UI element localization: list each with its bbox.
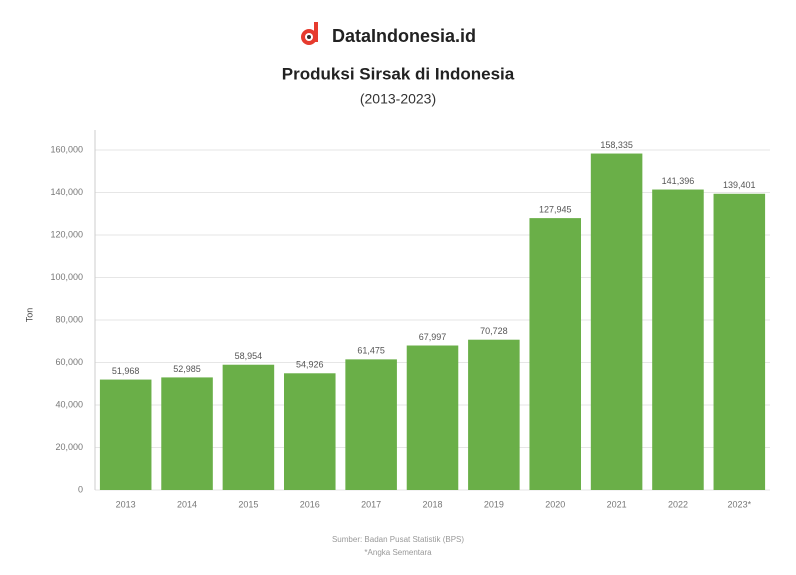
chart-title: Produksi Sirsak di Indonesia (282, 64, 515, 83)
y-tick-label: 60,000 (55, 357, 83, 367)
bar (406, 345, 459, 490)
y-tick-label: 120,000 (50, 229, 83, 239)
value-label: 67,997 (419, 332, 447, 342)
x-tick-label: 2017 (361, 499, 381, 509)
brand: DataIndonesia.id (332, 26, 476, 46)
bar (161, 377, 213, 490)
value-label: 70,728 (480, 326, 508, 336)
bar (468, 339, 520, 490)
brand-logo (301, 22, 318, 45)
x-tick-label: 2020 (545, 499, 565, 509)
y-tick-label: 80,000 (55, 314, 83, 324)
x-tick-label: 2019 (484, 499, 504, 509)
bar (713, 193, 766, 490)
chart-subtitle: (2013-2023) (360, 91, 436, 107)
x-tick-label: 2018 (422, 499, 442, 509)
x-tick-label: 2014 (177, 499, 197, 509)
bar (529, 218, 581, 490)
bar (590, 153, 643, 490)
value-label: 58,954 (235, 351, 263, 361)
y-axis-label: Ton (24, 308, 34, 323)
y-tick-label: 0 (78, 484, 83, 494)
bar (99, 379, 152, 490)
value-label: 61,475 (357, 346, 385, 356)
x-tick-label: 2016 (300, 499, 320, 509)
value-label: 54,926 (296, 360, 324, 370)
bar (222, 364, 275, 490)
x-tick-label: 2013 (116, 499, 136, 509)
bar (345, 359, 397, 490)
x-tick-label: 2021 (607, 499, 627, 509)
x-tick-label: 2022 (668, 499, 688, 509)
note: *Angka Sementara (364, 548, 432, 557)
y-tick-label: 20,000 (55, 442, 83, 452)
value-label: 127,945 (539, 204, 572, 214)
value-label: 52,985 (173, 364, 201, 374)
source: Sumber: Badan Pusat Statistik (BPS) (332, 535, 464, 544)
value-label: 51,968 (112, 366, 140, 376)
y-tick-label: 140,000 (50, 187, 83, 197)
value-label: 158,335 (600, 140, 633, 150)
y-tick-label: 160,000 (50, 144, 83, 154)
value-label: 139,401 (723, 180, 756, 190)
y-tick-label: 40,000 (55, 399, 83, 409)
y-tick-label: 100,000 (50, 272, 83, 282)
bar (652, 189, 704, 490)
bar (284, 373, 336, 490)
value-label: 141,396 (662, 176, 695, 186)
x-tick-label: 2023* (728, 499, 752, 509)
x-tick-label: 2015 (238, 499, 258, 509)
